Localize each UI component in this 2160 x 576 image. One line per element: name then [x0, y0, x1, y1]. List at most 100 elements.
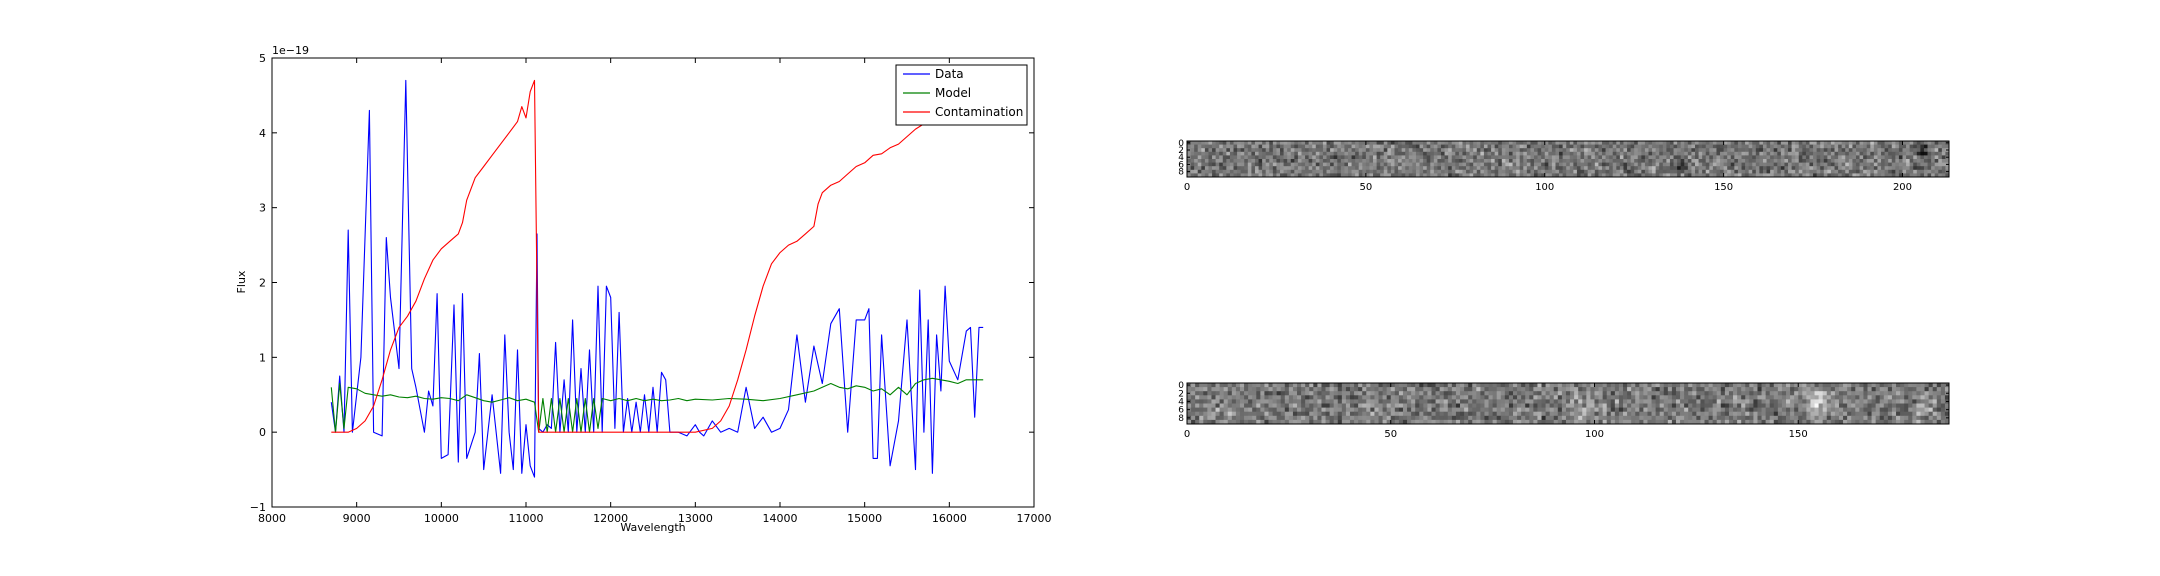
image-pixel	[1773, 162, 1778, 167]
image-pixel	[1358, 141, 1363, 145]
image-pixel	[1390, 395, 1396, 400]
image-pixel	[1541, 144, 1546, 149]
image-pixel	[1574, 403, 1579, 408]
image-pixel	[1337, 387, 1343, 392]
image-pixel	[1458, 148, 1463, 153]
image-pixel	[1724, 415, 1730, 421]
image-pixel	[1517, 395, 1522, 400]
image-pixel	[1823, 173, 1828, 178]
image-pixel	[1798, 162, 1803, 167]
image-y-tick-label: 2	[1178, 146, 1184, 156]
image-pixel	[1464, 387, 1469, 392]
image-pixel	[1326, 159, 1331, 163]
image-pixel	[1290, 155, 1295, 160]
image-pixel	[1790, 383, 1795, 388]
image-pixel	[1648, 162, 1653, 167]
image-pixel	[1677, 166, 1682, 171]
image-pixel	[1451, 148, 1456, 153]
image-pixel	[1904, 399, 1909, 404]
image-pixel	[1777, 399, 1783, 404]
image-pixel	[1730, 144, 1735, 149]
image-pixel	[1630, 159, 1635, 163]
image-pixel	[1887, 415, 1893, 421]
image-pixel	[1765, 399, 1771, 404]
image-pixel	[1724, 391, 1730, 396]
image-pixel	[1855, 148, 1860, 153]
image-pixel	[1222, 173, 1227, 178]
image-pixel	[1610, 415, 1616, 421]
image-pixel	[1313, 395, 1318, 400]
image-pixel	[1863, 415, 1868, 421]
image-pixel	[1305, 173, 1310, 178]
image-pixel	[1737, 151, 1742, 156]
image-pixel	[1276, 148, 1281, 153]
image-pixel	[1635, 403, 1640, 408]
image-pixel	[1666, 155, 1671, 160]
image-pixel	[1423, 162, 1428, 167]
image-pixel	[1609, 141, 1614, 145]
image-pixel	[1325, 407, 1331, 413]
image-pixel	[1492, 391, 1498, 396]
image-pixel	[1590, 387, 1595, 392]
image-pixel	[1305, 166, 1310, 171]
image-pixel	[1605, 173, 1610, 178]
image-pixel	[1695, 162, 1699, 167]
image-pixel	[1680, 148, 1685, 153]
image-pixel	[1727, 166, 1732, 171]
image-pixel	[1863, 144, 1868, 149]
image-pixel	[1423, 144, 1428, 149]
image-pixel	[1337, 395, 1343, 400]
image-pixel	[1891, 166, 1896, 171]
image-pixel	[1794, 403, 1799, 408]
image-pixel	[1325, 399, 1331, 404]
image-pixel	[1226, 151, 1231, 156]
image-pixel	[1317, 407, 1322, 413]
image-pixel	[1341, 399, 1347, 404]
image-pixel	[1313, 407, 1318, 413]
image-pixel	[1355, 141, 1360, 145]
image-pixel	[1349, 419, 1355, 425]
image-pixel	[1609, 144, 1614, 149]
image-pixel	[1288, 415, 1294, 421]
image-pixel	[1472, 383, 1477, 388]
image-pixel	[1795, 159, 1800, 163]
image-pixel	[1684, 419, 1689, 425]
image-pixel	[1838, 391, 1844, 396]
image-pixel	[1614, 387, 1620, 392]
image-pixel	[1443, 407, 1449, 413]
image-pixel	[1222, 141, 1227, 145]
image-pixel	[1559, 141, 1564, 145]
image-pixel	[1814, 383, 1819, 388]
image-pixel	[1912, 395, 1917, 400]
image-pixel	[1745, 403, 1750, 408]
image-pixel	[1898, 162, 1903, 167]
image-pixel	[1859, 395, 1864, 400]
image-pixel	[1394, 395, 1400, 400]
image-pixel	[1639, 391, 1644, 396]
image-pixel	[1704, 419, 1709, 425]
image-pixel	[1451, 415, 1457, 421]
image-pixel	[1541, 141, 1546, 145]
image-pixel	[1848, 159, 1853, 163]
image-pixel	[1544, 155, 1549, 160]
image-pixel	[1765, 391, 1771, 396]
image-pixel	[1762, 169, 1767, 174]
image-pixel	[1591, 151, 1596, 156]
image-pixel	[1590, 391, 1595, 396]
x-axis-label: Wavelength	[620, 521, 685, 534]
image-pixel	[1908, 383, 1913, 388]
image-pixel	[1197, 144, 1202, 149]
image-pixel	[1561, 419, 1567, 425]
image-pixel	[1557, 419, 1563, 425]
image-pixel	[1199, 403, 1204, 408]
image-pixel	[1688, 387, 1693, 392]
image-pixel	[1883, 387, 1889, 392]
image-pixel	[1562, 159, 1567, 163]
image-pixel	[1590, 399, 1595, 404]
image-pixel	[1941, 144, 1946, 149]
image-pixel	[1863, 169, 1868, 174]
image-pixel	[1254, 169, 1259, 174]
image-pixel	[1916, 169, 1921, 174]
image-pixel	[1851, 407, 1856, 413]
image-pixel	[1773, 407, 1779, 413]
